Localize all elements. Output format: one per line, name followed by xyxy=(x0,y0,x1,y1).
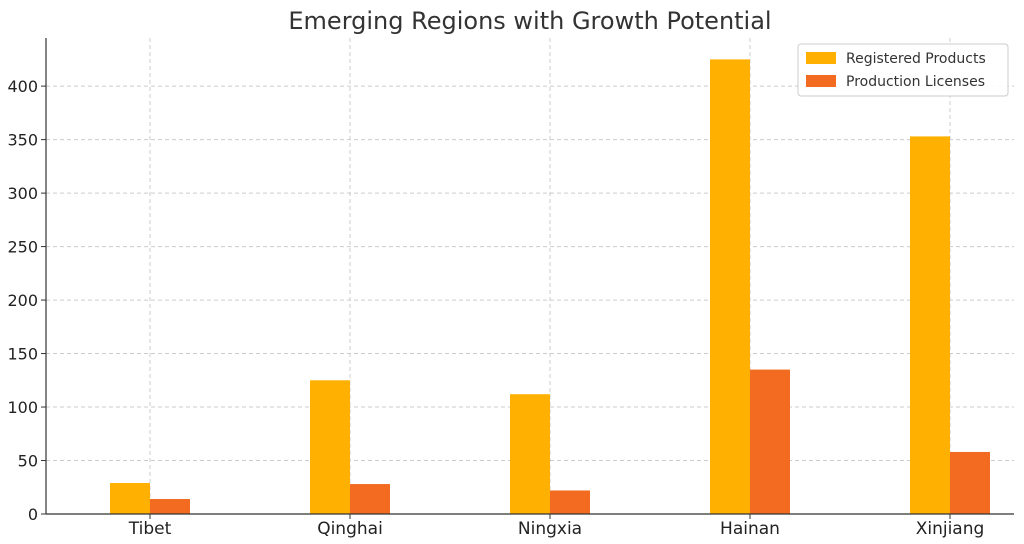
bar-production-licenses-hainan xyxy=(750,369,790,514)
legend: Registered Products Production Licenses xyxy=(797,43,1009,97)
y-axis-ticks: 0 50 100 150 200 250 300 350 400 xyxy=(7,77,46,524)
x-category-label: Xinjiang xyxy=(916,519,985,539)
y-tick-label: 150 xyxy=(7,345,38,364)
legend-swatch-registered-products xyxy=(806,52,836,64)
bar-registered-products-qinghai xyxy=(310,380,350,514)
bar-registered-products-hainan xyxy=(710,59,750,515)
legend-label: Production Licenses xyxy=(846,74,985,90)
bar-registered-products-ningxia xyxy=(510,394,550,514)
y-tick-label: 100 xyxy=(7,398,38,417)
legend-box xyxy=(797,43,1009,97)
bar-registered-products-tibet xyxy=(110,482,150,514)
x-axis-categories: Tibet Qinghai Ningxia Hainan Xinjiang xyxy=(128,514,985,539)
y-tick-label: 300 xyxy=(7,184,38,203)
y-tick-label: 200 xyxy=(7,291,38,310)
bar-registered-products-xinjiang xyxy=(910,136,950,514)
chart-title: Emerging Regions with Growth Potential xyxy=(288,7,771,35)
x-category-label: Ningxia xyxy=(518,519,582,539)
legend-swatch-production-licenses xyxy=(806,75,836,87)
x-category-label: Tibet xyxy=(128,519,172,539)
x-category-label: Qinghai xyxy=(317,519,383,539)
y-tick-label: 400 xyxy=(7,77,38,96)
y-tick-label: 50 xyxy=(18,452,38,471)
y-tick-label: 0 xyxy=(28,505,38,524)
bar-production-licenses-tibet xyxy=(150,499,190,514)
axes xyxy=(45,38,1014,515)
bar-production-licenses-xinjiang xyxy=(950,451,990,514)
bars xyxy=(110,59,990,515)
y-tick-label: 350 xyxy=(7,131,38,150)
bar-production-licenses-ningxia xyxy=(550,490,590,514)
bar-production-licenses-qinghai xyxy=(350,484,390,514)
y-tick-label: 250 xyxy=(7,238,38,257)
legend-label: Registered Products xyxy=(846,51,986,67)
x-category-label: Hainan xyxy=(720,519,780,539)
